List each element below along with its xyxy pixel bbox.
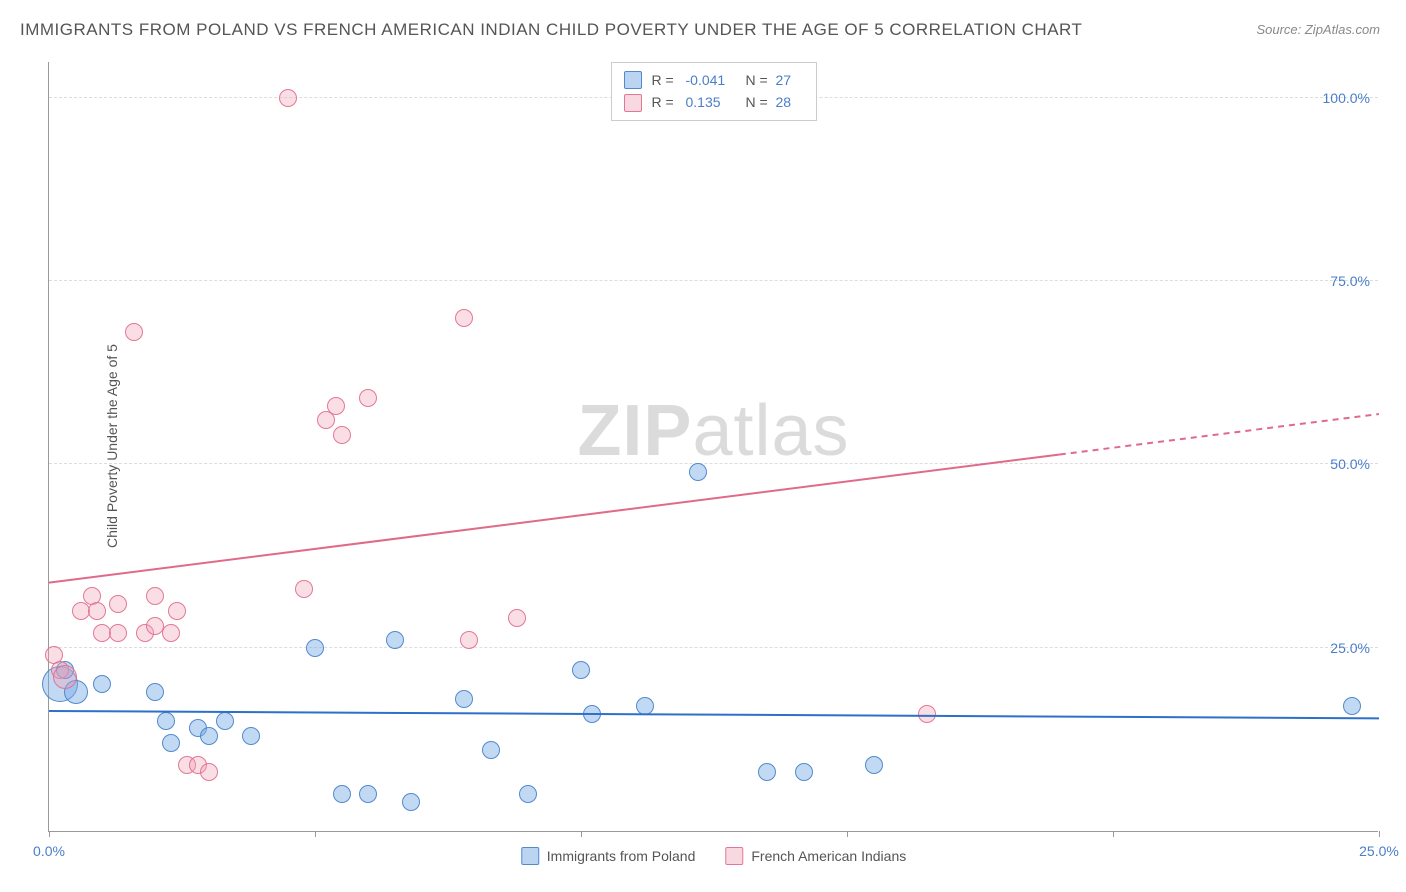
gridline	[49, 280, 1378, 281]
r-label: R =	[652, 91, 686, 113]
watermark-part1: ZIP	[577, 391, 692, 471]
watermark: ZIPatlas	[577, 390, 849, 472]
data-point	[460, 631, 478, 649]
data-point	[168, 602, 186, 620]
data-point	[865, 756, 883, 774]
data-point	[93, 675, 111, 693]
data-point	[306, 639, 324, 657]
legend-row-blue: R =-0.041N =27	[624, 69, 804, 91]
xtick-mark	[1113, 831, 1114, 837]
xtick-mark	[847, 831, 848, 837]
data-point	[162, 734, 180, 752]
data-point	[200, 763, 218, 781]
series-legend: Immigrants from Poland French American I…	[521, 847, 906, 865]
data-point	[146, 683, 164, 701]
data-point	[508, 609, 526, 627]
data-point	[333, 785, 351, 803]
data-point	[583, 705, 601, 723]
legend-swatch-pink	[624, 94, 642, 112]
legend-swatch-pink	[725, 847, 743, 865]
data-point	[918, 705, 936, 723]
xtick-mark	[315, 831, 316, 837]
source-attribution: Source: ZipAtlas.com	[1256, 22, 1380, 37]
legend-swatch-blue	[624, 71, 642, 89]
legend-item-pink: French American Indians	[725, 847, 906, 865]
n-value-blue: 27	[776, 69, 804, 91]
data-point	[53, 665, 77, 689]
data-point	[109, 624, 127, 642]
data-point	[1343, 697, 1361, 715]
data-point	[88, 602, 106, 620]
n-value-pink: 28	[776, 91, 804, 113]
data-point	[327, 397, 345, 415]
plot-area: ZIPatlas R =-0.041N =27 R =0.135N =28 Im…	[48, 62, 1378, 832]
xtick-label: 0.0%	[33, 843, 65, 859]
data-point	[295, 580, 313, 598]
data-point	[482, 741, 500, 759]
data-point	[109, 595, 127, 613]
data-point	[333, 426, 351, 444]
data-point	[157, 712, 175, 730]
legend-label-pink: French American Indians	[751, 848, 906, 864]
data-point	[689, 463, 707, 481]
r-value-pink: 0.135	[686, 91, 746, 113]
legend-swatch-blue	[521, 847, 539, 865]
data-point	[359, 785, 377, 803]
legend-label-blue: Immigrants from Poland	[547, 848, 696, 864]
data-point	[519, 785, 537, 803]
r-label: R =	[652, 69, 686, 91]
data-point	[386, 631, 404, 649]
n-label: N =	[746, 69, 776, 91]
data-point	[758, 763, 776, 781]
xtick-mark	[49, 831, 50, 837]
watermark-part2: atlas	[692, 391, 849, 471]
chart-container: IMMIGRANTS FROM POLAND VS FRENCH AMERICA…	[0, 0, 1406, 892]
data-point	[455, 309, 473, 327]
gridline	[49, 463, 1378, 464]
ytick-label: 50.0%	[1330, 456, 1370, 472]
ytick-label: 25.0%	[1330, 640, 1370, 656]
data-point	[162, 624, 180, 642]
xtick-label: 25.0%	[1359, 843, 1399, 859]
data-point	[216, 712, 234, 730]
data-point	[125, 323, 143, 341]
xtick-mark	[581, 831, 582, 837]
data-point	[455, 690, 473, 708]
trendlines	[49, 62, 1379, 832]
data-point	[279, 89, 297, 107]
gridline	[49, 647, 1378, 648]
chart-title: IMMIGRANTS FROM POLAND VS FRENCH AMERICA…	[20, 20, 1082, 40]
data-point	[359, 389, 377, 407]
n-label: N =	[746, 91, 776, 113]
data-point	[795, 763, 813, 781]
data-point	[636, 697, 654, 715]
ytick-label: 100.0%	[1323, 90, 1370, 106]
ytick-label: 75.0%	[1330, 273, 1370, 289]
legend-item-blue: Immigrants from Poland	[521, 847, 696, 865]
data-point	[146, 587, 164, 605]
data-point	[200, 727, 218, 745]
data-point	[317, 411, 335, 429]
correlation-legend: R =-0.041N =27 R =0.135N =28	[611, 62, 817, 121]
r-value-blue: -0.041	[686, 69, 746, 91]
data-point	[572, 661, 590, 679]
legend-row-pink: R =0.135N =28	[624, 91, 804, 113]
data-point	[402, 793, 420, 811]
data-point	[242, 727, 260, 745]
xtick-mark	[1379, 831, 1380, 837]
